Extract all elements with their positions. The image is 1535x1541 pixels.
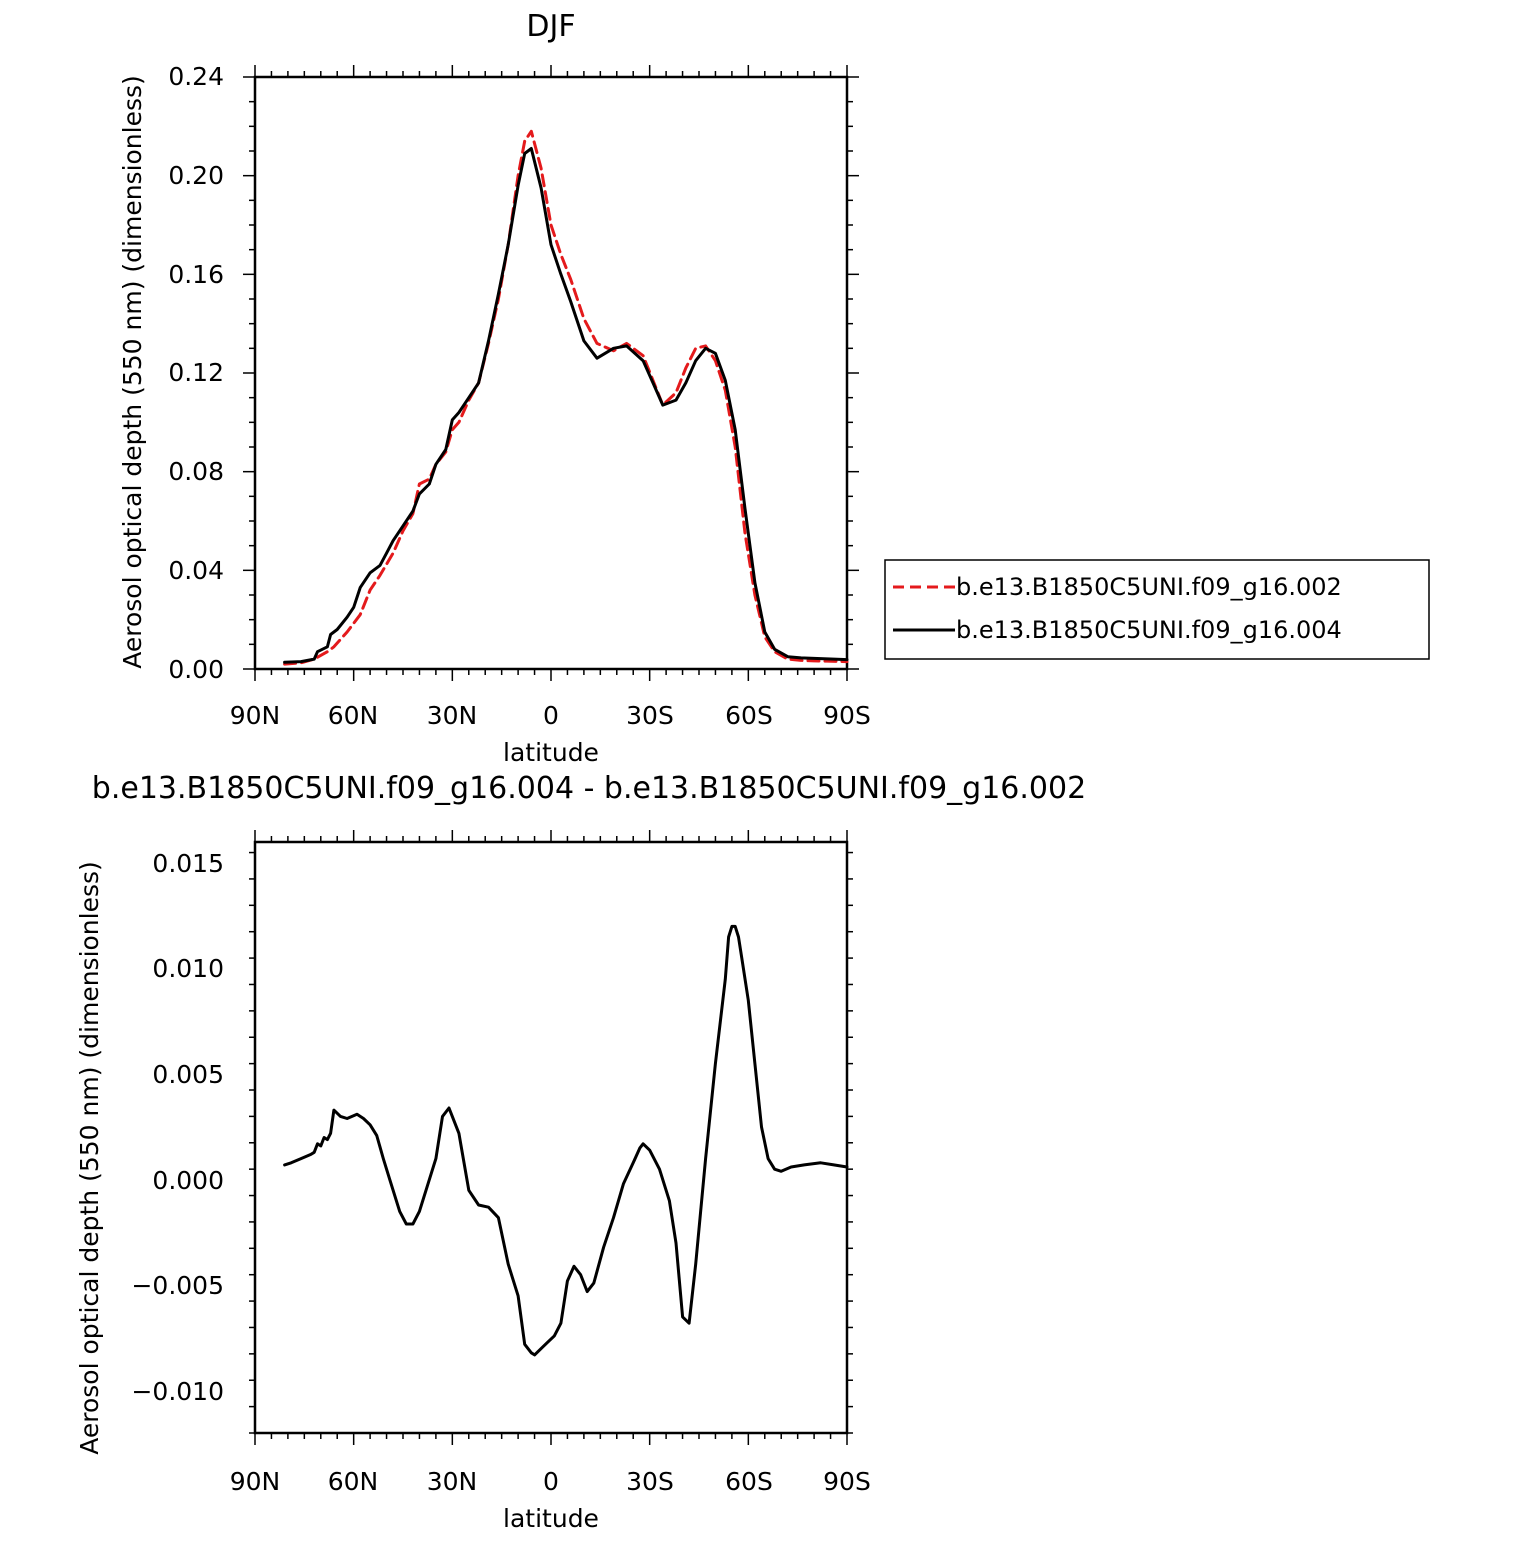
series-line-2: [283, 147, 849, 664]
series-line-1: [283, 924, 849, 1357]
top-panel-y-tick-labels: 0.00 0.04 0.08 0.12 0.16 0.20 0.24: [168, 62, 224, 684]
y-tick-label: 0.24: [168, 62, 224, 91]
x-tick-label: 30N: [427, 1467, 478, 1496]
bottom-panel-x-axis-label: latitude: [503, 1504, 599, 1533]
x-tick-label: 30N: [427, 701, 478, 730]
y-tick-label: 0.20: [168, 161, 224, 190]
x-tick-label: 90N: [230, 1467, 281, 1496]
legend-box: [884, 559, 1430, 660]
top-panel-title: DJF: [526, 9, 575, 44]
x-tick-label: 90S: [823, 701, 871, 730]
y-tick-label: 0.000: [152, 1166, 224, 1195]
x-tick-label: 0: [543, 701, 559, 730]
bottom-panel-x-tick-labels: 90N 60N 30N 0 30S 60S 90S: [230, 1467, 871, 1496]
y-tick-label: 0.005: [152, 1060, 224, 1089]
y-tick-label: 0.16: [168, 260, 224, 289]
x-tick-label: 60S: [725, 1467, 773, 1496]
y-tick-label: 0.010: [152, 954, 224, 983]
y-tick-label: 0.00: [168, 655, 224, 684]
x-tick-label: 60N: [328, 1467, 379, 1496]
legend: b.e13.B1850C5UNI.f09_g16.002 b.e13.B1850…: [884, 559, 1430, 660]
x-tick-label: 90S: [823, 1467, 871, 1496]
x-tick-label: 60S: [725, 701, 773, 730]
top-panel-y-axis-label: Aerosol optical depth (550 nm) (dimensio…: [118, 75, 147, 669]
top-panel-x-tick-labels: 90N 60N 30N 0 30S 60S 90S: [230, 701, 871, 730]
x-tick-label: 60N: [328, 701, 379, 730]
y-tick-label: 0.08: [168, 457, 224, 486]
x-tick-label: 30S: [626, 1467, 674, 1496]
bottom-panel-y-tick-labels: −0.010 −0.005 0.000 0.005 0.010 0.015: [131, 849, 224, 1406]
legend-label-series-1: b.e13.B1850C5UNI.f09_g16.002: [956, 573, 1342, 601]
y-tick-label: −0.010: [131, 1377, 224, 1406]
y-tick-label: 0.04: [168, 556, 224, 585]
bottom-panel-title: b.e13.B1850C5UNI.f09_g16.004 - b.e13.B18…: [92, 771, 1086, 806]
legend-label-series-2: b.e13.B1850C5UNI.f09_g16.004: [956, 616, 1342, 644]
bottom-panel: b.e13.B1850C5UNI.f09_g16.004 - b.e13.B18…: [75, 771, 1086, 1533]
plot-frame: [253, 75, 849, 671]
y-tick-label: 0.015: [152, 849, 224, 878]
bottom-panel-y-axis-label: Aerosol optical depth (550 nm) (dimensio…: [75, 861, 104, 1455]
y-tick-label: −0.005: [131, 1271, 224, 1300]
plot-frame: [253, 840, 849, 1435]
x-tick-label: 0: [543, 1467, 559, 1496]
top-panel-x-axis-label: latitude: [503, 738, 599, 767]
top-panel: DJF Aerosol optical depth (550 nm) (dime…: [118, 9, 871, 767]
series-line-1: [283, 129, 849, 666]
y-tick-label: 0.12: [168, 358, 224, 387]
x-tick-label: 90N: [230, 701, 281, 730]
x-tick-label: 30S: [626, 701, 674, 730]
